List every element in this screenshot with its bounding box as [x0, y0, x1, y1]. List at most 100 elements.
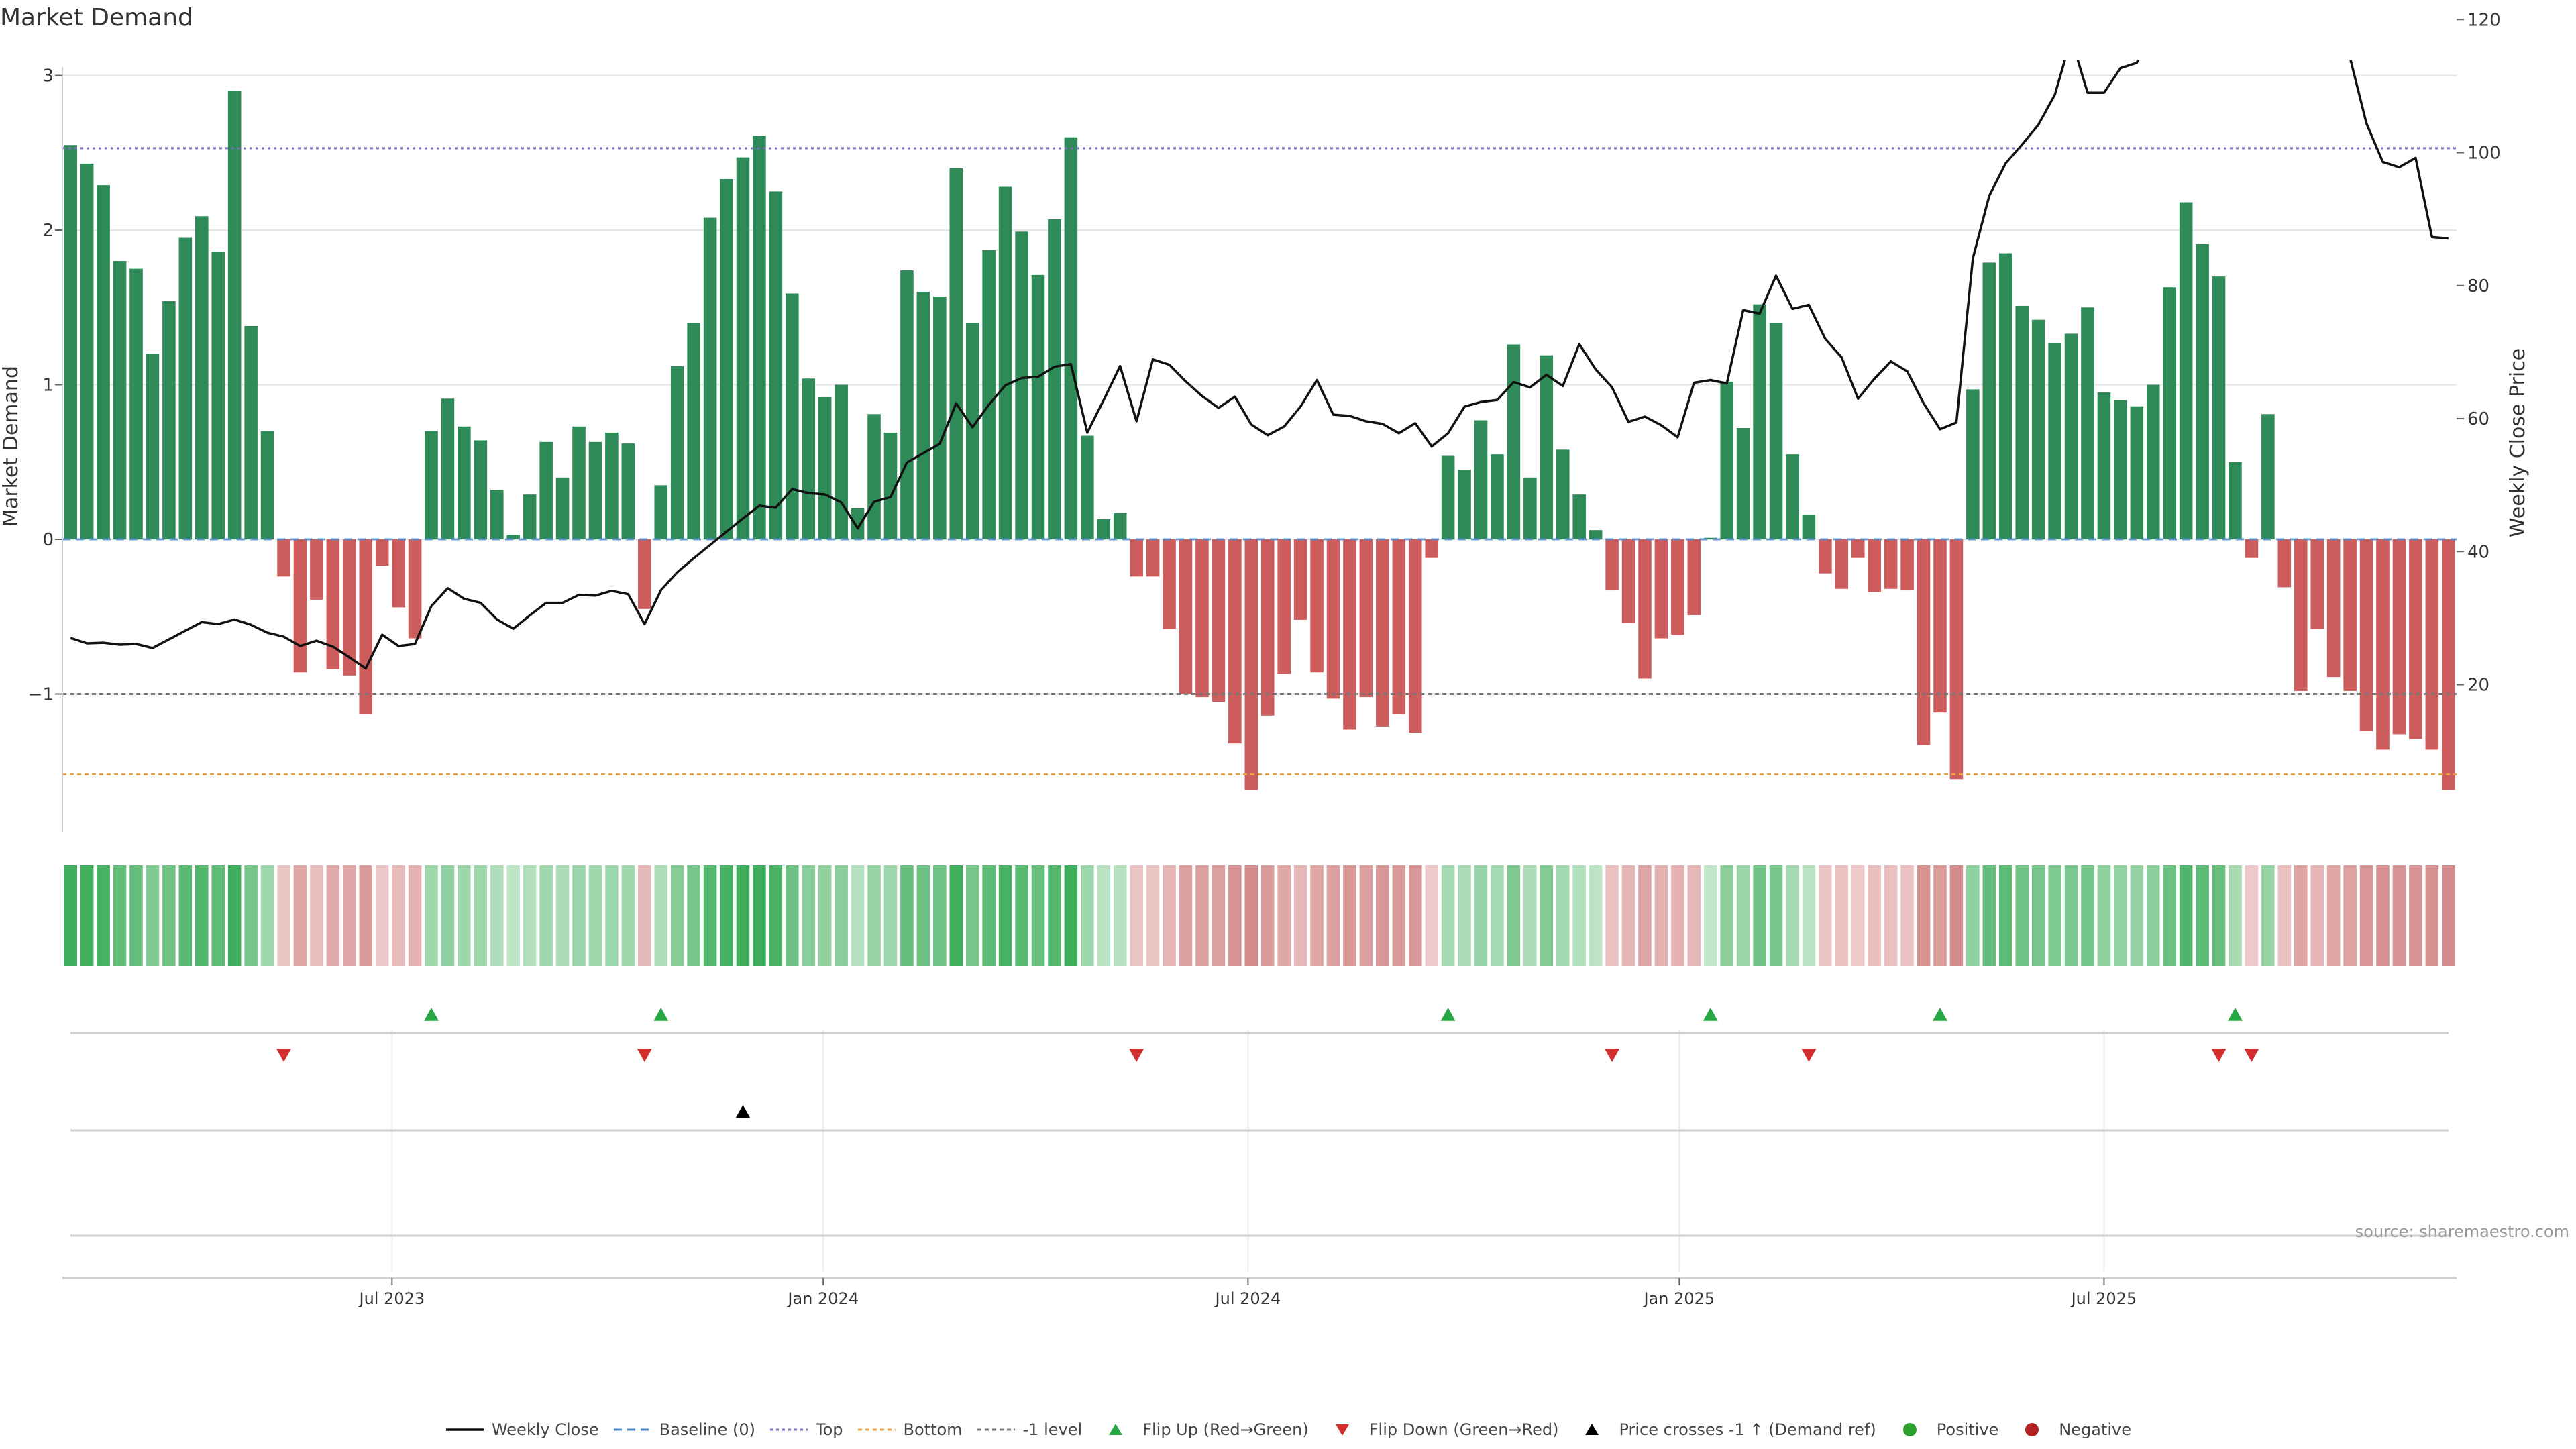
legend-swatch: [1902, 1423, 1917, 1436]
strip-cell: [1605, 865, 1619, 966]
strip-cell: [1458, 865, 1471, 966]
strip-cell: [786, 865, 799, 966]
legend-item-flip-up: Flip Up (Red→Green): [1095, 1420, 1309, 1439]
strip-cell: [146, 865, 160, 966]
legend-item-price-cross: Price crosses -1 ↑ (Demand ref): [1572, 1420, 1876, 1439]
strip-cell: [2441, 865, 2455, 966]
demand-bar: [769, 191, 783, 539]
strip-cell: [867, 865, 881, 966]
demand-bar: [1671, 539, 1684, 635]
strip-cell: [1163, 865, 1176, 966]
demand-bar: [670, 366, 684, 539]
strip-cell: [982, 865, 996, 966]
demand-bar: [474, 440, 488, 539]
strip-cell: [1949, 865, 1964, 966]
demand-bar: [982, 250, 996, 539]
demand-bar: [178, 237, 193, 539]
demand-bar: [2081, 307, 2094, 539]
strip-cell: [802, 865, 816, 966]
demand-bar: [1933, 539, 1947, 713]
strip-cell: [835, 865, 848, 966]
legend-label: Price crosses -1 ↑ (Demand ref): [1619, 1420, 1876, 1439]
strip-cell: [572, 865, 586, 966]
legend-swatch: [2025, 1423, 2039, 1436]
demand-bar: [851, 508, 865, 539]
demand-bar: [441, 398, 455, 539]
strip-cell: [195, 865, 209, 966]
demand-bar: [310, 539, 323, 600]
legend-swatch: [857, 1428, 896, 1431]
demand-bar: [490, 490, 504, 539]
strip-cell: [1786, 865, 1799, 966]
legend-item-minus1: -1 level: [976, 1420, 1082, 1439]
strip-cell: [1491, 865, 1504, 966]
demand-bar: [506, 535, 521, 539]
demand-bar: [2326, 539, 2341, 678]
demand-bar: [195, 216, 209, 539]
demand-bar: [1917, 539, 1931, 745]
strip-cell: [293, 865, 307, 966]
strip-cell: [965, 865, 979, 966]
strip-cell: [2310, 865, 2324, 966]
strip-cell: [2081, 865, 2094, 966]
strip-cell: [2064, 865, 2078, 966]
strip-cell: [277, 865, 290, 966]
strip-cell: [1343, 865, 1356, 966]
demand-bar: [2409, 539, 2422, 739]
strip-cell: [720, 865, 733, 966]
demand-bar: [1097, 519, 1111, 539]
legend-item-negative: Negative: [2012, 1420, 2131, 1439]
strip-cell: [1310, 865, 1324, 966]
strip-cell: [1621, 865, 1635, 966]
y2-tick-label: 120: [2467, 10, 2501, 30]
demand-bar: [211, 252, 225, 539]
strip-cell: [490, 865, 504, 966]
y2-tick-label: 80: [2467, 276, 2489, 297]
legend-item-weekly-close: Weekly Close: [445, 1420, 599, 1439]
strip-cell: [1720, 865, 1733, 966]
demand-bar: [113, 261, 127, 539]
strip-cell: [359, 865, 373, 966]
demand-bar: [2130, 406, 2144, 539]
demand-bar: [2261, 414, 2275, 539]
grid-layer: [62, 74, 2457, 1271]
demand-bar: [654, 485, 668, 539]
y2-axis-label: Weekly Close Price: [2506, 348, 2530, 537]
strip-cell: [2425, 865, 2439, 966]
strip-cell: [1195, 865, 1209, 966]
demand-bar: [1179, 539, 1193, 694]
demand-bar: [1212, 539, 1226, 702]
demand-bar: [1736, 428, 1750, 539]
demand-bar: [1966, 389, 1980, 539]
legend-swatch: [613, 1428, 651, 1431]
demand-bar: [2229, 462, 2242, 539]
flip-up-marker: [424, 1008, 439, 1021]
strip-cell: [1884, 865, 1898, 966]
strip-cell: [2277, 865, 2292, 966]
strip-cell: [621, 865, 635, 966]
flip-up-marker: [1440, 1008, 1456, 1021]
strip-cell: [392, 865, 405, 966]
demand-bar: [965, 323, 979, 539]
flip-down-marker: [1605, 1049, 1620, 1062]
legend-item-baseline: Baseline (0): [612, 1420, 755, 1439]
demand-bar: [2425, 539, 2439, 750]
demand-bar: [1884, 539, 1898, 589]
demand-bar: [1769, 323, 1783, 539]
demand-bar: [1458, 470, 1471, 539]
strip-cell: [2409, 865, 2422, 966]
demand-bar: [1753, 304, 1766, 539]
strip-cell: [441, 865, 455, 966]
strip-cell: [1589, 865, 1603, 966]
flip-down-marker: [2244, 1049, 2259, 1062]
demand-bar: [1949, 539, 1964, 780]
strip-cell: [670, 865, 684, 966]
strip-cell: [2130, 865, 2144, 966]
x-tick-label: Jul 2023: [358, 1289, 425, 1308]
y-tick-label: 0: [42, 530, 54, 550]
demand-bar: [1130, 539, 1143, 577]
demand-bar: [835, 384, 848, 539]
x-tick-label: Jan 2025: [1642, 1289, 1715, 1308]
demand-bar: [1523, 477, 1537, 539]
strip-cell: [1933, 865, 1947, 966]
